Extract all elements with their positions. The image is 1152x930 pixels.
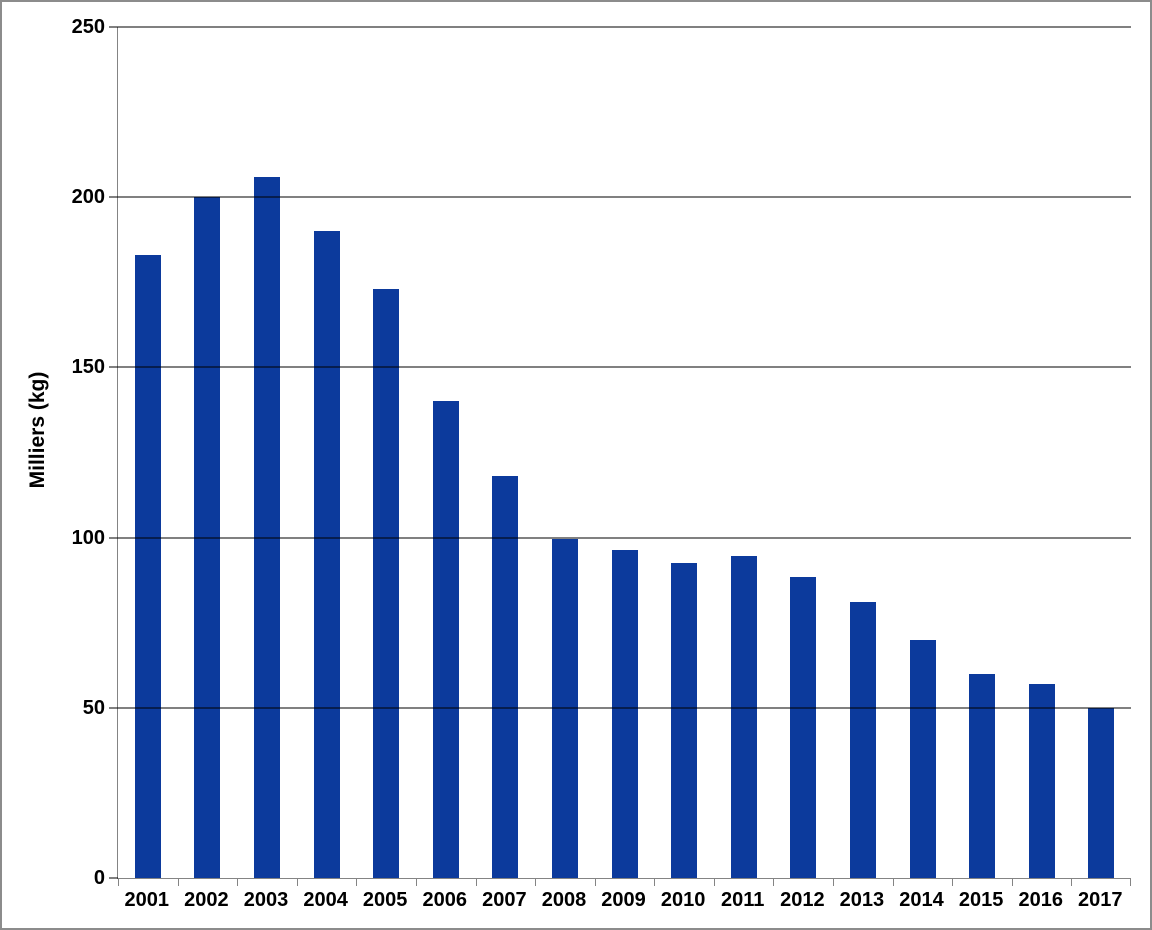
y-axis-tick-mark bbox=[109, 707, 118, 709]
bar-slot-2001 bbox=[118, 27, 178, 878]
y-axis-tick-label: 150 bbox=[71, 356, 105, 379]
bar-2017 bbox=[1088, 707, 1115, 878]
x-axis-tick-mark bbox=[833, 878, 835, 886]
x-axis-tick-mark bbox=[475, 878, 477, 886]
bar-2012 bbox=[790, 576, 817, 878]
gridline-y-100 bbox=[118, 537, 1131, 539]
bar-2007 bbox=[492, 476, 519, 878]
bar-slot-2005 bbox=[356, 27, 416, 878]
bar-2009 bbox=[611, 549, 638, 878]
y-axis-tick-label: 100 bbox=[71, 526, 105, 549]
x-axis-tick-mark bbox=[177, 878, 179, 886]
y-axis-tick-mark bbox=[109, 537, 118, 539]
x-axis-tick-label: 2004 bbox=[303, 889, 348, 911]
bar-2005 bbox=[373, 289, 400, 878]
gridline-y-150 bbox=[118, 366, 1131, 368]
y-axis-tick-label: 0 bbox=[93, 867, 105, 889]
bar-2010 bbox=[671, 563, 698, 878]
x-axis-tick-label: 2003 bbox=[243, 889, 289, 911]
y-axis-tick-mark bbox=[109, 26, 118, 28]
x-axis-tick-label: 2012 bbox=[780, 889, 825, 911]
x-axis-tick-mark bbox=[594, 878, 596, 886]
y-axis-tick-mark bbox=[109, 196, 118, 198]
x-axis-tick-mark bbox=[1130, 878, 1131, 886]
x-axis-tick-label: 2001 bbox=[124, 889, 170, 911]
gridline-y-50 bbox=[118, 707, 1131, 709]
x-axis-tick-mark bbox=[654, 878, 656, 886]
bar-slot-2003 bbox=[237, 27, 297, 878]
y-axis-tick-label: 200 bbox=[71, 186, 105, 209]
x-axis-tick-mark bbox=[237, 878, 239, 886]
x-axis-tick-label: 2010 bbox=[660, 889, 706, 911]
x-axis-tick-mark bbox=[1011, 878, 1013, 886]
gridline-y-200 bbox=[118, 196, 1131, 198]
x-axis-tick-mark bbox=[892, 878, 894, 886]
bar-2008 bbox=[551, 539, 578, 878]
x-axis-tick-label: 2008 bbox=[541, 889, 587, 911]
x-axis-tick-label: 2002 bbox=[184, 889, 229, 911]
bar-2013 bbox=[849, 602, 876, 878]
x-axis-tick-label: 2007 bbox=[482, 889, 527, 911]
x-axis-tick-mark bbox=[356, 878, 358, 886]
bar-slot-2007 bbox=[476, 27, 536, 878]
x-axis-tick-label: 2015 bbox=[958, 889, 1004, 911]
bar-2015 bbox=[969, 673, 996, 878]
x-axis-tick-mark bbox=[415, 878, 417, 886]
bar-2006 bbox=[432, 401, 459, 878]
y-axis-tick-mark bbox=[109, 877, 118, 879]
y-axis-tick-label: 50 bbox=[82, 696, 105, 719]
bar-slot-2004 bbox=[297, 27, 357, 878]
x-axis-tick-label: 2013 bbox=[839, 889, 885, 911]
x-axis-tick-label: 2017 bbox=[1078, 889, 1123, 911]
bar-series bbox=[118, 27, 1131, 878]
bar-slot-2013 bbox=[833, 27, 893, 878]
bar-slot-2014 bbox=[893, 27, 953, 878]
x-axis-tick-mark bbox=[118, 878, 119, 886]
x-axis-tick-mark bbox=[535, 878, 537, 886]
x-axis-tick-label: 2005 bbox=[362, 889, 408, 911]
x-axis-tick-label: 2009 bbox=[601, 889, 646, 911]
x-axis-tick-mark bbox=[296, 878, 298, 886]
x-axis-tick-mark bbox=[1071, 878, 1073, 886]
bar-slot-2011 bbox=[714, 27, 774, 878]
bar-2004 bbox=[313, 231, 340, 878]
bar-2001 bbox=[134, 255, 161, 878]
x-axis-tick-mark bbox=[713, 878, 715, 886]
bar-2014 bbox=[909, 639, 936, 878]
bar-slot-2008 bbox=[535, 27, 595, 878]
bar-2011 bbox=[730, 556, 757, 878]
bar-slot-2012 bbox=[774, 27, 834, 878]
x-axis-tick-label: 2006 bbox=[422, 889, 468, 911]
x-axis-tick-labels: 2001 2002 2003 2004 2005 2006 2007 2008 2009 2010… bbox=[117, 890, 1130, 910]
gridline-y-250 bbox=[118, 26, 1131, 28]
x-axis-tick-mark bbox=[773, 878, 775, 886]
bar-2016 bbox=[1028, 683, 1055, 878]
x-axis-tick-label: 2014 bbox=[899, 889, 944, 911]
y-axis-tick-mark bbox=[109, 366, 118, 368]
x-axis-tick-label: 2011 bbox=[721, 889, 765, 911]
bar-slot-2002 bbox=[178, 27, 238, 878]
bar-slot-2006 bbox=[416, 27, 476, 878]
x-axis-tick-mark bbox=[952, 878, 954, 886]
bar-slot-2017 bbox=[1072, 27, 1132, 878]
bar-slot-2010 bbox=[654, 27, 714, 878]
bar-slot-2016 bbox=[1012, 27, 1072, 878]
bar-slot-2009 bbox=[595, 27, 655, 878]
y-axis-tick-labels: 0 50 100 150 200 250 bbox=[2, 17, 105, 888]
x-axis-tick-label: 2016 bbox=[1018, 889, 1063, 911]
plot-area bbox=[109, 26, 1131, 886]
bar-slot-2015 bbox=[952, 27, 1012, 878]
y-axis-tick-label: 250 bbox=[71, 16, 105, 38]
bar-2003 bbox=[253, 176, 280, 878]
